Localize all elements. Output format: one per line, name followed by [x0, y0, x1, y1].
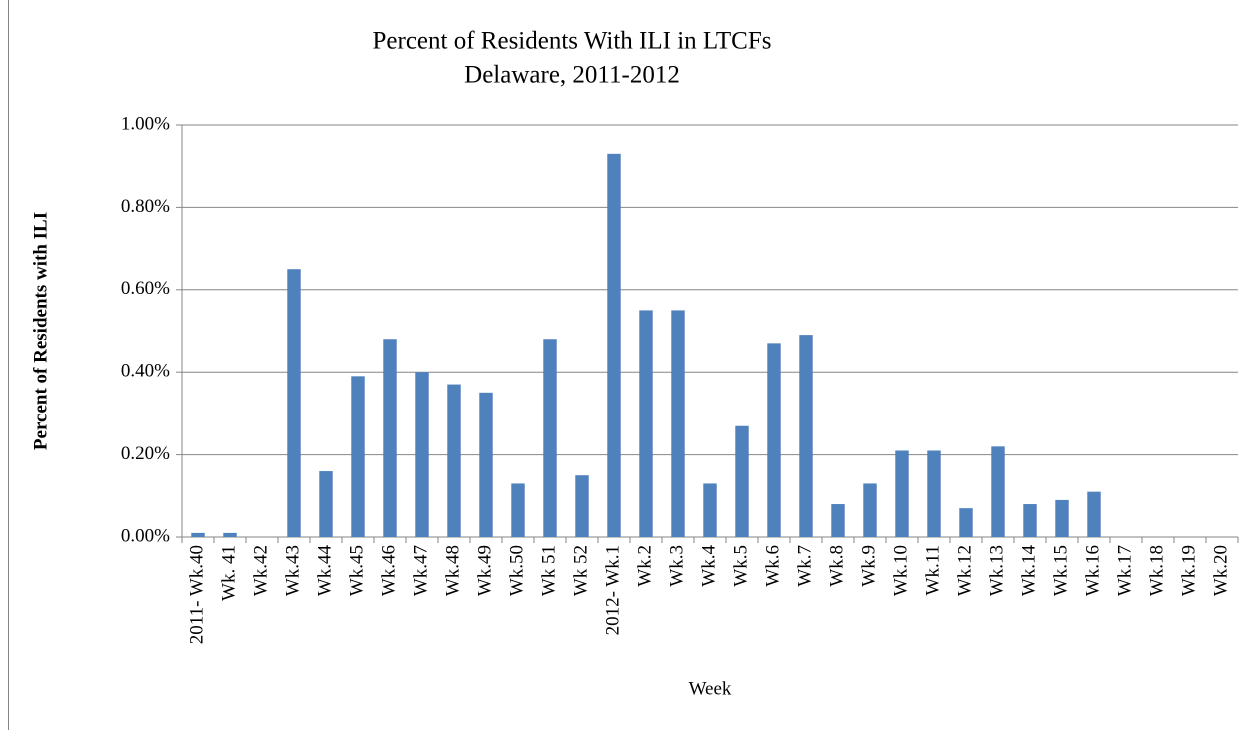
y-axis-label: Percent of Residents with ILI — [30, 212, 51, 450]
x-tick-label: Wk.45 — [346, 545, 367, 596]
bar — [1023, 504, 1037, 537]
bar — [831, 504, 845, 537]
bar — [223, 532, 237, 537]
bar — [319, 471, 333, 537]
x-tick-label: Wk.12 — [954, 545, 975, 596]
bar — [895, 450, 909, 537]
bar — [543, 339, 557, 537]
bar — [767, 343, 781, 537]
bar — [959, 508, 973, 537]
x-tick-label: Wk.2 — [634, 545, 655, 587]
x-tick-label: Wk.3 — [666, 545, 687, 587]
y-tick-label: 0.00% — [121, 525, 170, 546]
x-tick-label: Wk.4 — [698, 545, 719, 587]
x-tick-label: Wk.9 — [858, 545, 879, 587]
x-tick-label: Wk.16 — [1082, 545, 1103, 596]
bar — [191, 532, 205, 537]
bar — [575, 475, 589, 537]
x-tick-label: Wk 51 — [538, 545, 559, 596]
x-tick-label: 2012- Wk.1 — [602, 545, 623, 635]
x-tick-label: Wk.43 — [282, 545, 303, 596]
bar — [415, 372, 429, 537]
chart-subtitle: Delaware, 2011-2012 — [464, 62, 680, 89]
x-tick-label: Wk.17 — [1114, 545, 1135, 596]
x-tick-label: Wk.46 — [378, 545, 399, 596]
y-tick-label: 1.00% — [121, 113, 170, 134]
bar — [863, 483, 877, 537]
bar — [991, 446, 1005, 537]
bar — [351, 376, 365, 537]
x-tick-label: Wk.10 — [890, 545, 911, 596]
y-tick-label: 0.80% — [121, 196, 170, 217]
bar — [607, 153, 621, 537]
x-tick-label: Wk.18 — [1146, 545, 1167, 596]
x-tick-label: Wk.6 — [762, 545, 783, 587]
x-tick-label: Wk.19 — [1178, 545, 1199, 596]
x-tick-label: Wk.42 — [250, 545, 271, 596]
x-tick-label: 2011- Wk.40 — [186, 545, 207, 644]
x-tick-label: Wk.13 — [986, 545, 1007, 596]
bar — [447, 384, 461, 537]
bar — [735, 425, 749, 537]
x-axis-label: Week — [689, 678, 732, 699]
bar — [1087, 491, 1101, 537]
bar — [703, 483, 717, 537]
bar — [927, 450, 941, 537]
bar — [479, 392, 493, 537]
bar — [671, 310, 685, 537]
x-tick-label: Wk.44 — [314, 545, 335, 597]
bar — [1055, 499, 1069, 537]
x-tick-label: Wk.15 — [1050, 545, 1071, 596]
x-tick-label: Wk.5 — [730, 545, 751, 587]
chart-border — [8, 0, 1247, 730]
y-tick-label: 0.60% — [121, 278, 170, 299]
bar — [383, 339, 397, 537]
x-tick-label: Wk.11 — [922, 545, 943, 595]
x-tick-label: Wk.47 — [410, 545, 431, 596]
x-tick-label: Wk.50 — [506, 545, 527, 596]
bar — [639, 310, 653, 537]
chart-title: Percent of Residents With ILI in LTCFs — [373, 28, 772, 55]
x-tick-label: Wk. 41 — [218, 545, 239, 601]
x-tick-label: Wk.7 — [794, 545, 815, 587]
x-tick-label: Wk.8 — [826, 545, 847, 587]
x-tick-label: Wk.20 — [1210, 545, 1231, 596]
bar — [799, 335, 813, 537]
x-tick-label: Wk.48 — [442, 545, 463, 596]
bar — [511, 483, 525, 537]
x-tick-label: Wk 52 — [570, 545, 591, 596]
y-tick-label: 0.20% — [121, 443, 170, 464]
y-tick-label: 0.40% — [121, 361, 170, 382]
x-tick-label: Wk.49 — [474, 545, 495, 596]
x-tick-label: Wk.14 — [1018, 545, 1039, 597]
bar — [287, 269, 301, 537]
